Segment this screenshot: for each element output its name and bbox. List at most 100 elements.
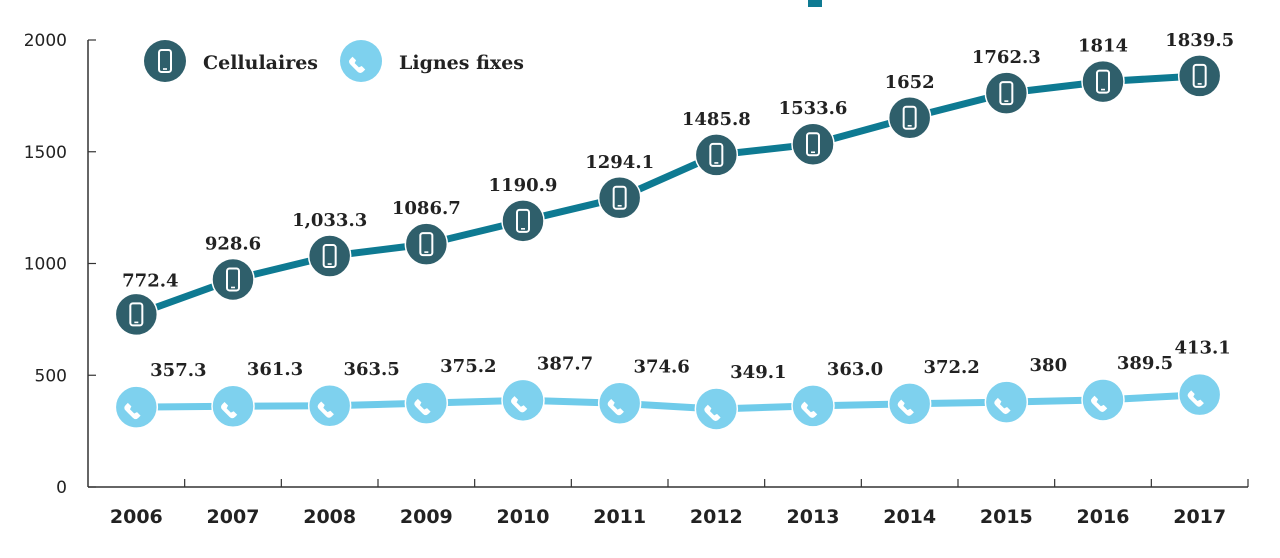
- telephone-handset-icon: [510, 396, 528, 413]
- telephone-handset-icon: [897, 399, 914, 416]
- data-label-lignes-fixes-2008: 363.5: [343, 359, 399, 380]
- data-label-lignes-fixes-2011: 374.6: [633, 356, 689, 377]
- data-label-lignes-fixes-2016: 389.5: [1117, 353, 1173, 374]
- x-tick-label-2017: 2017: [1173, 506, 1226, 528]
- x-tick-label-2013: 2013: [787, 506, 840, 528]
- x-tick-label-2015: 2015: [980, 506, 1033, 528]
- marker-cellulaires-2010: [501, 199, 545, 243]
- series-line-cellulaires: [132, 72, 1204, 318]
- legend-label-cellulaires: Cellulaires: [203, 52, 318, 74]
- marker-lignes-fixes-2013: [791, 384, 835, 428]
- marker-lignes-fixes-2016: [1081, 378, 1125, 422]
- data-label-lignes-fixes-2012: 349.1: [730, 362, 786, 383]
- marker-lignes-fixes-2008: [307, 384, 352, 428]
- mobile-phone-icon: [806, 132, 820, 157]
- x-tick-label-2011: 2011: [593, 506, 646, 528]
- marker-cellulaires-2007: [211, 257, 255, 302]
- marker-cellulaires-2016: [1081, 59, 1125, 104]
- data-label-cellulaires-2006: 772.4: [122, 270, 178, 291]
- telephone-handset-icon: [800, 401, 818, 418]
- mobile-phone-icon: [129, 302, 144, 327]
- marker-lignes-fixes-2014: [887, 382, 932, 426]
- marker-cellulaires-2014: [887, 96, 932, 140]
- telephone-handset-icon: [414, 398, 431, 416]
- data-label-lignes-fixes-2017: 413.1: [1174, 338, 1230, 359]
- marker-cellulaires-2017: [1177, 54, 1222, 98]
- marker-lignes-fixes-2006: [114, 385, 159, 429]
- mobile-phone-icon: [322, 244, 337, 269]
- marker-lignes-fixes-2007: [211, 384, 255, 428]
- telephone-handset-icon: [317, 401, 334, 418]
- y-tick-label-1500: 1500: [24, 143, 67, 163]
- point-lignes-fixes-2014: [887, 382, 932, 426]
- point-lignes-fixes-2013: [791, 384, 835, 428]
- x-tick-label-2008: 2008: [303, 506, 356, 528]
- point-cellulaires-2012: [694, 133, 739, 177]
- title-fragment: [808, 0, 822, 7]
- point-lignes-fixes-2012: [694, 387, 739, 431]
- data-label-lignes-fixes-2013: 363.0: [827, 359, 883, 380]
- y-tick-label-0: 0: [56, 478, 67, 498]
- mobile-phone-icon: [419, 232, 434, 257]
- point-cellulaires-2017: [1177, 54, 1222, 98]
- data-label-cellulaires-2008: 1,033.3: [292, 210, 367, 231]
- point-lignes-fixes-2016: [1081, 378, 1125, 422]
- mobile-phone-icon: [902, 105, 917, 130]
- data-label-cellulaires-2007: 928.6: [205, 233, 261, 254]
- mobile-phone-icon: [709, 142, 724, 167]
- data-label-lignes-fixes-2010: 387.7: [537, 353, 593, 374]
- point-lignes-fixes-2017: [1177, 372, 1222, 417]
- mobile-phone-icon: [226, 267, 240, 292]
- x-tick-label-2014: 2014: [883, 506, 936, 528]
- mobile-phone-icon: [1096, 69, 1110, 94]
- marker-cellulaires-2006: [114, 292, 159, 337]
- point-cellulaires-2007: [211, 257, 255, 302]
- point-cellulaires-2009: [404, 222, 449, 266]
- telephone-handset-icon: [124, 402, 141, 420]
- marker-cellulaires-2011: [597, 176, 642, 220]
- point-cellulaires-2011: [597, 176, 642, 220]
- mobile-phone-icon: [1192, 63, 1207, 88]
- data-label-cellulaires-2017: 1839.5: [1165, 30, 1234, 51]
- point-cellulaires-2006: [114, 292, 159, 337]
- point-cellulaires-2014: [887, 96, 932, 140]
- telephone-handset-icon: [994, 397, 1011, 415]
- marker-cellulaires-2013: [791, 122, 835, 166]
- x-tick-label-2006: 2006: [110, 506, 163, 528]
- y-tick-label-500: 500: [35, 366, 67, 386]
- point-cellulaires-2015: [984, 71, 1029, 115]
- series-line-lignes-fixes: [132, 391, 1204, 413]
- legend-item-lignes-fixes: Lignes fixes: [340, 40, 524, 82]
- marker-lignes-fixes-2015: [984, 380, 1029, 424]
- point-lignes-fixes-2009: [404, 381, 449, 425]
- legend-swatch-lignes-fixes: [340, 40, 382, 82]
- x-tick-label-2010: 2010: [497, 506, 550, 528]
- data-label-cellulaires-2010: 1190.9: [489, 175, 558, 196]
- mobile-phone-icon: [158, 49, 172, 73]
- point-lignes-fixes-2015: [984, 380, 1029, 424]
- point-lignes-fixes-2007: [211, 384, 255, 428]
- marker-cellulaires-2009: [404, 222, 449, 266]
- marker-lignes-fixes-2012: [694, 387, 739, 431]
- point-cellulaires-2016: [1081, 59, 1125, 104]
- telephone-handset-icon: [704, 404, 721, 421]
- marker-cellulaires-2012: [694, 133, 739, 177]
- point-cellulaires-2013: [791, 122, 835, 166]
- x-tick-label-2009: 2009: [400, 506, 453, 528]
- y-tick-label-2000: 2000: [24, 31, 67, 51]
- data-label-cellulaires-2016: 1814: [1078, 36, 1128, 57]
- point-lignes-fixes-2011: [597, 381, 642, 426]
- marker-lignes-fixes-2011: [597, 381, 642, 426]
- telephone-handset-icon: [607, 399, 624, 416]
- legend-item-cellulaires: Cellulaires: [144, 40, 318, 82]
- data-label-lignes-fixes-2014: 372.2: [923, 357, 979, 378]
- data-label-cellulaires-2015: 1762.3: [972, 47, 1041, 68]
- data-label-cellulaires-2011: 1294.1: [585, 152, 654, 173]
- data-label-cellulaires-2012: 1485.8: [682, 109, 751, 130]
- legend: Cellulaires Lignes fixes: [144, 40, 524, 82]
- data-label-cellulaires-2014: 1652: [885, 72, 935, 93]
- marker-cellulaires-2008: [307, 234, 352, 278]
- point-lignes-fixes-2008: [307, 384, 352, 428]
- point-lignes-fixes-2010: [501, 378, 545, 423]
